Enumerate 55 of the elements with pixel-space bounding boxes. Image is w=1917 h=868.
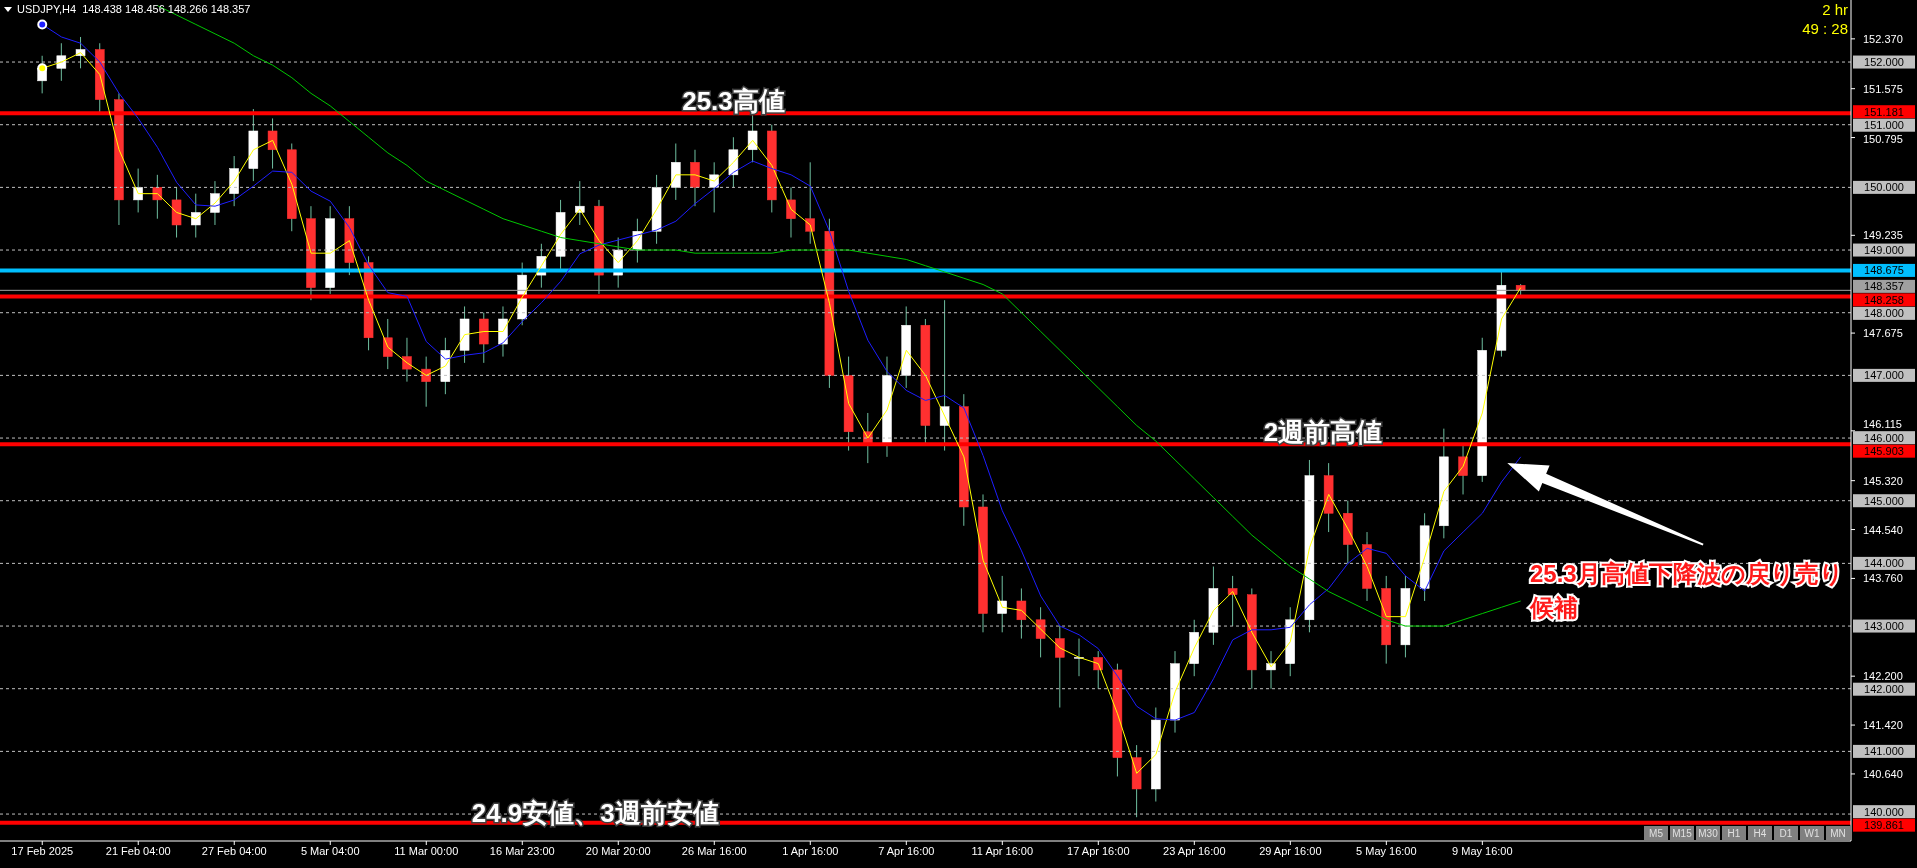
ref-line-label: 143.000 [1864, 620, 1904, 633]
y-tick-label: 142.200 [1863, 669, 1903, 682]
ref-line-label: 146.000 [1864, 431, 1904, 444]
ref-line-label: 147.000 [1864, 369, 1904, 382]
x-tick-label: 20 Mar 20:00 [585, 844, 651, 857]
x-tick-label: 9 May 16:00 [1452, 844, 1513, 857]
timeframe-toolbar: M5 M15 M30 H1 H4 D1 W1 MN [1644, 826, 1850, 840]
x-tick-label: 11 Apr 16:00 [971, 844, 1034, 857]
x-tick-label: 29 Apr 16:00 [1259, 844, 1322, 857]
annotation: 24.9安値、3週前安値 [471, 797, 719, 828]
annotation: 2週前高値 [1263, 417, 1383, 448]
ref-line-label: 149.000 [1864, 244, 1904, 257]
x-tick-label: 16 Mar 23:00 [489, 844, 555, 857]
ref-line-label: 152.000 [1864, 56, 1904, 69]
ref-line-label: 148.357 [1864, 280, 1904, 293]
y-tick-label: 149.235 [1863, 229, 1903, 242]
x-tick-label: 27 Feb 04:00 [201, 844, 267, 857]
y-tick-label: 150.795 [1863, 132, 1903, 145]
ref-line-label: 139.861 [1864, 819, 1904, 832]
x-tick-label: 17 Feb 2025 [11, 844, 74, 857]
text: 2 hr [1822, 1, 1848, 18]
ref-line-label: 150.000 [1864, 181, 1904, 194]
ref-line-label: 148.000 [1864, 307, 1904, 320]
ref-line-label: 140.000 [1864, 805, 1904, 818]
ref-line-label: 145.000 [1864, 494, 1904, 507]
x-tick-label: 5 May 16:00 [1356, 844, 1417, 857]
x-tick-label: 1 Apr 16:00 [782, 844, 839, 857]
annotation: 25.3高値 [682, 86, 785, 117]
ref-line-label: 141.000 [1864, 745, 1904, 758]
y-tick-label: 143.760 [1863, 572, 1903, 585]
x-tick-label: 5 Mar 04:00 [300, 844, 360, 857]
y-tick-label: 145.320 [1863, 474, 1903, 487]
ref-line-label: 151.181 [1864, 105, 1904, 118]
ref-line-label: 145.903 [1864, 445, 1904, 458]
ref-line-label: 142.000 [1864, 683, 1904, 696]
ref-line-label: 148.675 [1864, 264, 1904, 277]
y-tick-label: 140.640 [1863, 767, 1903, 780]
y-tick-label: 141.420 [1863, 719, 1903, 732]
x-tick-label: 7 Apr 16:00 [878, 844, 935, 857]
chart-title: USDJPY,H4 148.438 148.456 148.266 148.357 [17, 3, 251, 15]
y-tick-label: 144.540 [1863, 523, 1903, 536]
ref-line-label: 151.000 [1864, 119, 1904, 132]
x-tick-label: 11 Mar 00:00 [394, 844, 459, 857]
y-tick-label: 152.370 [1863, 32, 1903, 45]
x-tick-label: 17 Apr 16:00 [1067, 844, 1130, 857]
y-tick-label: 151.575 [1863, 82, 1903, 95]
y-tick-label: 147.675 [1863, 327, 1903, 340]
annotation: 25.3月高値下降波の戻り売り候補 [1529, 560, 1844, 621]
text: 49 : 28 [1802, 20, 1848, 37]
x-tick-label: 23 Apr 16:00 [1163, 844, 1226, 857]
ref-line-label: 148.258 [1864, 293, 1904, 306]
x-tick-label: 21 Feb 04:00 [105, 844, 171, 857]
ref-line-label: 144.000 [1864, 557, 1904, 570]
x-tick-label: 26 Mar 16:00 [681, 844, 747, 857]
y-tick-label: 146.115 [1863, 418, 1902, 431]
